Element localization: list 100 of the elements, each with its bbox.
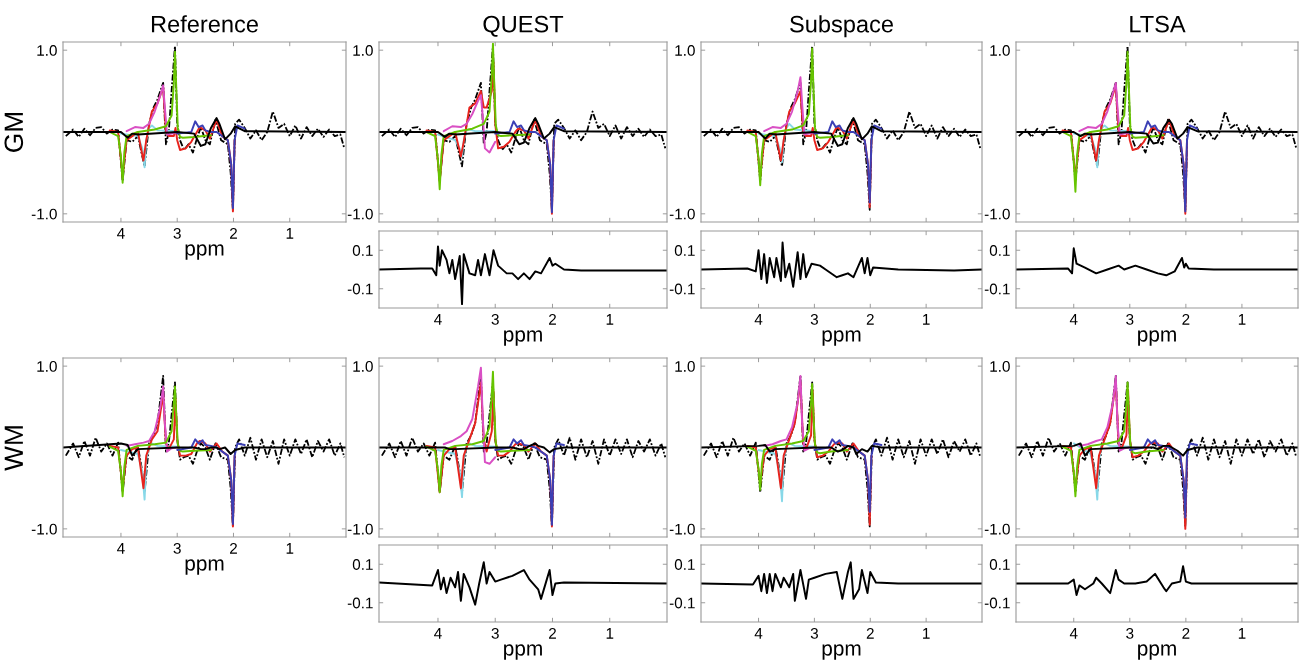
- line-series: [125, 84, 179, 136]
- y-tick-label: -0.1: [984, 283, 1010, 295]
- x-tick-label: 2: [1182, 313, 1190, 325]
- x-tick-label: 2: [866, 313, 874, 325]
- x-tick-label: 1: [1238, 628, 1246, 639]
- x-tick-label: 4: [117, 228, 125, 239]
- x-tick-label: 2: [549, 627, 556, 639]
- y-tick-label: -1.0: [669, 208, 695, 220]
- y-tick-label: 1.0: [675, 361, 695, 372]
- x-axis-title: ppm: [822, 644, 861, 660]
- line-series: [176, 438, 246, 525]
- line-series: [437, 442, 497, 499]
- y-tick-label: -1.0: [31, 523, 57, 535]
- line-series: [1016, 565, 1298, 597]
- line-series: [763, 76, 816, 136]
- x-tick-label: 4: [434, 628, 442, 639]
- line-series: [813, 120, 883, 204]
- y-tick-label: -0.1: [347, 283, 373, 295]
- x-tick-label: 1: [1238, 314, 1246, 325]
- line-series: [1061, 50, 1165, 193]
- y-tick-label: 0.1: [352, 559, 373, 570]
- x-tick-label: 1: [606, 628, 614, 639]
- x-axis-title: ppm: [822, 330, 861, 346]
- line-series: [425, 42, 531, 191]
- x-tick-label: 3: [1126, 627, 1134, 639]
- x-axis-title: ppm: [185, 244, 224, 260]
- x-axis-title: ppm: [1138, 644, 1176, 660]
- line-series: [757, 122, 816, 164]
- line-series: [1128, 438, 1199, 519]
- line-series: [108, 385, 212, 498]
- line-series: [442, 94, 497, 154]
- y-axis-title: WM: [4, 426, 23, 471]
- x-tick-label: 1: [286, 228, 294, 239]
- y-tick-label: 1.0: [990, 45, 1010, 56]
- line-series: [1016, 247, 1298, 277]
- x-axis-title: ppm: [504, 644, 542, 660]
- line-series: [813, 438, 883, 513]
- y-tick-label: 1.0: [37, 45, 57, 56]
- x-axis-title: ppm: [1138, 330, 1176, 346]
- y-tick-label: -1.0: [984, 523, 1010, 535]
- x-tick-label: 1: [923, 314, 930, 325]
- y-tick-label: 1.0: [990, 361, 1010, 372]
- y-tick-label: -1.0: [347, 208, 373, 220]
- chart-title: Subspace: [790, 15, 893, 38]
- y-tick-label: -1.0: [984, 208, 1010, 220]
- line-series: [442, 366, 497, 465]
- line-series: [494, 120, 565, 214]
- line-series: [1072, 124, 1131, 169]
- line-series: [757, 442, 816, 503]
- line-series: [437, 128, 497, 158]
- x-tick-label: 4: [1069, 314, 1078, 325]
- x-tick-label: 2: [549, 313, 556, 325]
- x-tick-label: 4: [1069, 628, 1078, 639]
- y-tick-label: -1.0: [669, 523, 695, 535]
- x-tick-label: 1: [606, 314, 614, 325]
- line-series: [119, 442, 179, 501]
- line-series: [1072, 442, 1131, 501]
- x-tick-label: 4: [754, 628, 763, 639]
- line-series: [125, 385, 179, 453]
- x-tick-label: 4: [754, 314, 763, 325]
- x-tick-label: 4: [434, 314, 442, 325]
- y-tick-label: 1.0: [353, 361, 373, 372]
- chart-title: Reference: [151, 15, 258, 33]
- x-tick-label: 3: [810, 313, 818, 325]
- x-tick-label: 3: [173, 227, 181, 239]
- y-axis-title: GM: [4, 112, 24, 152]
- x-tick-label: 1: [286, 543, 294, 554]
- x-tick-label: 3: [491, 313, 499, 325]
- x-tick-label: 2: [866, 627, 874, 639]
- y-tick-label: -1.0: [347, 523, 373, 535]
- x-tick-label: 2: [230, 542, 237, 554]
- y-tick-label: 1.0: [675, 45, 695, 56]
- line-series: [108, 50, 212, 184]
- x-tick-label: 3: [810, 627, 818, 639]
- chart-title: QUEST: [483, 15, 564, 37]
- y-tick-label: 1.0: [37, 361, 57, 372]
- x-tick-label: 2: [230, 227, 237, 239]
- line-series: [701, 241, 982, 288]
- line-series: [746, 47, 849, 187]
- line-series: [176, 120, 246, 210]
- y-tick-label: -0.1: [984, 597, 1010, 609]
- y-tick-label: -0.1: [347, 597, 373, 609]
- line-series: [1061, 381, 1165, 498]
- line-series: [425, 370, 531, 494]
- y-tick-label: 0.1: [352, 245, 373, 256]
- line-series: [1078, 81, 1131, 136]
- line-series: [702, 45, 982, 211]
- y-tick-label: 1.0: [353, 45, 373, 56]
- x-axis-title: ppm: [504, 330, 542, 346]
- y-tick-label: 0.1: [989, 559, 1010, 570]
- y-tick-label: -0.1: [669, 283, 695, 295]
- x-tick-label: 3: [1126, 313, 1134, 325]
- chart-title: LTSA: [1130, 15, 1186, 33]
- x-tick-label: 2: [1182, 627, 1190, 639]
- line-series: [701, 561, 982, 602]
- x-tick-label: 1: [923, 628, 930, 639]
- y-tick-label: -0.1: [669, 597, 695, 609]
- line-series: [1078, 374, 1131, 452]
- line-series: [746, 383, 849, 491]
- x-tick-label: 3: [491, 627, 499, 639]
